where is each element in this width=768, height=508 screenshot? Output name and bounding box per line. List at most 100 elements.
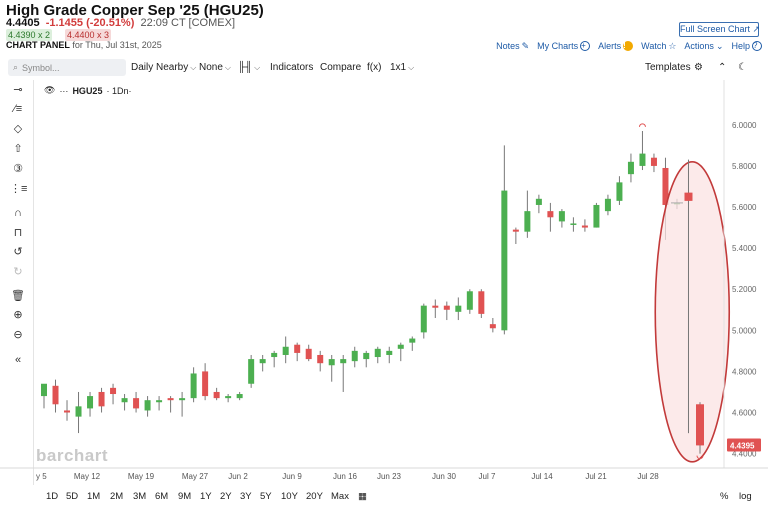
watch-link[interactable]: Watch ☆	[641, 41, 676, 52]
candle[interactable]	[98, 387, 105, 413]
arrow-icon[interactable]: ⇧	[13, 143, 23, 155]
candle[interactable]	[627, 153, 634, 183]
collapse-up-icon[interactable]: ⌃	[718, 62, 727, 73]
candle[interactable]	[558, 209, 565, 228]
candle[interactable]	[340, 354, 347, 392]
candle[interactable]	[317, 350, 324, 372]
candle[interactable]	[489, 317, 496, 333]
period-3m[interactable]: 3M	[133, 491, 147, 502]
period-1y[interactable]: 1Y	[200, 491, 212, 502]
candle[interactable]	[64, 400, 71, 421]
candle[interactable]	[121, 394, 128, 411]
candle[interactable]	[87, 391, 94, 417]
candle[interactable]	[282, 336, 289, 364]
candle[interactable]	[190, 367, 197, 403]
indicators-button[interactable]: Indicators	[270, 62, 314, 73]
candle[interactable]	[616, 176, 623, 205]
candle[interactable]	[213, 387, 220, 401]
log-toggle[interactable]: log	[739, 491, 752, 502]
notes-link[interactable]: Notes ✎	[496, 41, 529, 52]
templates-button[interactable]: Templates	[645, 62, 691, 73]
candle[interactable]	[443, 301, 450, 321]
candle[interactable]	[466, 289, 473, 314]
chart-style-button[interactable]: ╟╢ ⌵	[238, 62, 260, 73]
layout-dropdown[interactable]: 1x1 ⌵	[390, 62, 414, 73]
trend-lines-icon[interactable]: ⁄≡	[13, 103, 23, 115]
period-5d[interactable]: 5D	[66, 491, 79, 502]
candle[interactable]	[225, 394, 232, 403]
candle[interactable]	[75, 391, 82, 434]
period-5y[interactable]: 5Y	[260, 491, 272, 502]
period-6m[interactable]: 6M	[155, 491, 169, 502]
alerts-link[interactable]: Alerts!	[598, 41, 634, 51]
candle[interactable]	[547, 202, 554, 232]
compare-button[interactable]: Compare	[320, 62, 362, 73]
full-screen-chart-button[interactable]: Full Screen Chart ↗	[679, 22, 760, 37]
candle[interactable]	[604, 194, 611, 216]
gear-icon[interactable]: ⚙	[694, 62, 703, 73]
candle[interactable]	[167, 396, 174, 413]
candle[interactable]	[512, 227, 519, 245]
counter-icon[interactable]: ③	[13, 163, 23, 175]
candle[interactable]	[363, 350, 370, 368]
candle[interactable]	[639, 130, 646, 171]
fx-button[interactable]: f(x)	[367, 62, 382, 73]
candle[interactable]	[397, 342, 404, 362]
candle[interactable]	[52, 379, 59, 413]
period-20y[interactable]: 20Y	[306, 491, 323, 502]
candle[interactable]	[351, 346, 358, 368]
period-1d[interactable]: 1D	[46, 491, 59, 502]
candle-highlighted[interactable]	[684, 159, 693, 434]
zoom-out-icon[interactable]: ⊖	[13, 329, 23, 341]
candle-highlighted[interactable]	[696, 402, 704, 454]
candle[interactable]	[259, 354, 266, 372]
candle[interactable]	[501, 145, 508, 335]
dark-mode-icon[interactable]: ☾	[738, 62, 747, 73]
aggregation-dropdown[interactable]: Daily Nearby ⌵	[131, 62, 196, 73]
candle[interactable]	[179, 391, 186, 417]
price-chart[interactable]: 6.0000 5.8000 5.6000 5.4000 5.2000 5.0000 4.80…	[0, 80, 768, 486]
candle[interactable]	[409, 336, 416, 351]
lock-icon[interactable]: ⊓	[13, 227, 23, 239]
candle[interactable]	[41, 383, 47, 409]
trash-icon[interactable]: 🗑	[11, 290, 25, 302]
period-max[interactable]: Max	[331, 491, 349, 502]
candle[interactable]	[133, 391, 140, 413]
period-2y[interactable]: 2Y	[220, 491, 232, 502]
candle[interactable]	[478, 289, 485, 318]
period-10y[interactable]: 10Y	[281, 491, 298, 502]
period-9m[interactable]: 9M	[178, 491, 192, 502]
period-3y[interactable]: 3Y	[240, 491, 252, 502]
undo-icon[interactable]: ↺	[13, 246, 23, 258]
candle[interactable]	[524, 190, 531, 238]
candle[interactable]	[156, 396, 163, 411]
candle[interactable]	[248, 354, 255, 388]
my-charts-link[interactable]: My Charts +	[537, 41, 591, 51]
candle[interactable]	[650, 153, 657, 173]
symbol-search-input[interactable]: ⌕ Symbol...	[8, 59, 126, 76]
help-link[interactable]: Help?	[731, 41, 762, 51]
candle[interactable]	[202, 363, 209, 401]
candle[interactable]	[455, 297, 462, 321]
shapes-icon[interactable]: ◇	[13, 123, 23, 135]
candle[interactable]	[144, 396, 151, 417]
candle[interactable]	[420, 303, 427, 339]
magnet-icon[interactable]: ∩	[14, 207, 22, 219]
redo-icon[interactable]: ↻	[13, 266, 23, 278]
candle[interactable]	[271, 350, 278, 368]
period-1m[interactable]: 1M	[87, 491, 101, 502]
collapse-icon[interactable]: «	[14, 354, 22, 366]
candle[interactable]	[535, 194, 542, 214]
candle[interactable]	[294, 342, 301, 362]
percent-toggle[interactable]: %	[720, 491, 729, 502]
candle[interactable]	[386, 346, 393, 364]
candle[interactable]	[374, 346, 381, 364]
candle[interactable]	[236, 391, 243, 401]
measure-icon[interactable]: ⋮≡	[10, 183, 28, 195]
candle[interactable]	[593, 202, 600, 228]
zoom-in-icon[interactable]: ⊕	[13, 309, 23, 321]
period-2m[interactable]: 2M	[110, 491, 124, 502]
candle[interactable]	[328, 354, 335, 382]
eye-icon[interactable]: 👁	[44, 85, 56, 95]
legend-dots[interactable]: ···	[59, 85, 69, 96]
